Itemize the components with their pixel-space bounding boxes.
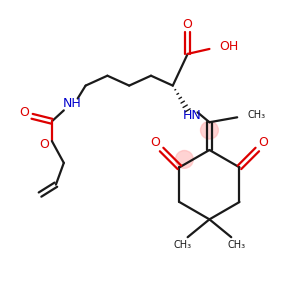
Text: O: O: [151, 136, 160, 149]
Circle shape: [176, 151, 193, 168]
Text: O: O: [183, 18, 193, 31]
Text: O: O: [39, 138, 49, 151]
Text: HN: HN: [183, 109, 202, 122]
Text: CH₃: CH₃: [227, 240, 245, 250]
Text: OH: OH: [219, 40, 238, 53]
Text: CH₃: CH₃: [174, 240, 192, 250]
Text: O: O: [258, 136, 268, 149]
Text: O: O: [19, 106, 29, 119]
Circle shape: [200, 121, 218, 139]
Text: CH₃: CH₃: [247, 110, 265, 120]
Text: NH: NH: [62, 97, 81, 110]
